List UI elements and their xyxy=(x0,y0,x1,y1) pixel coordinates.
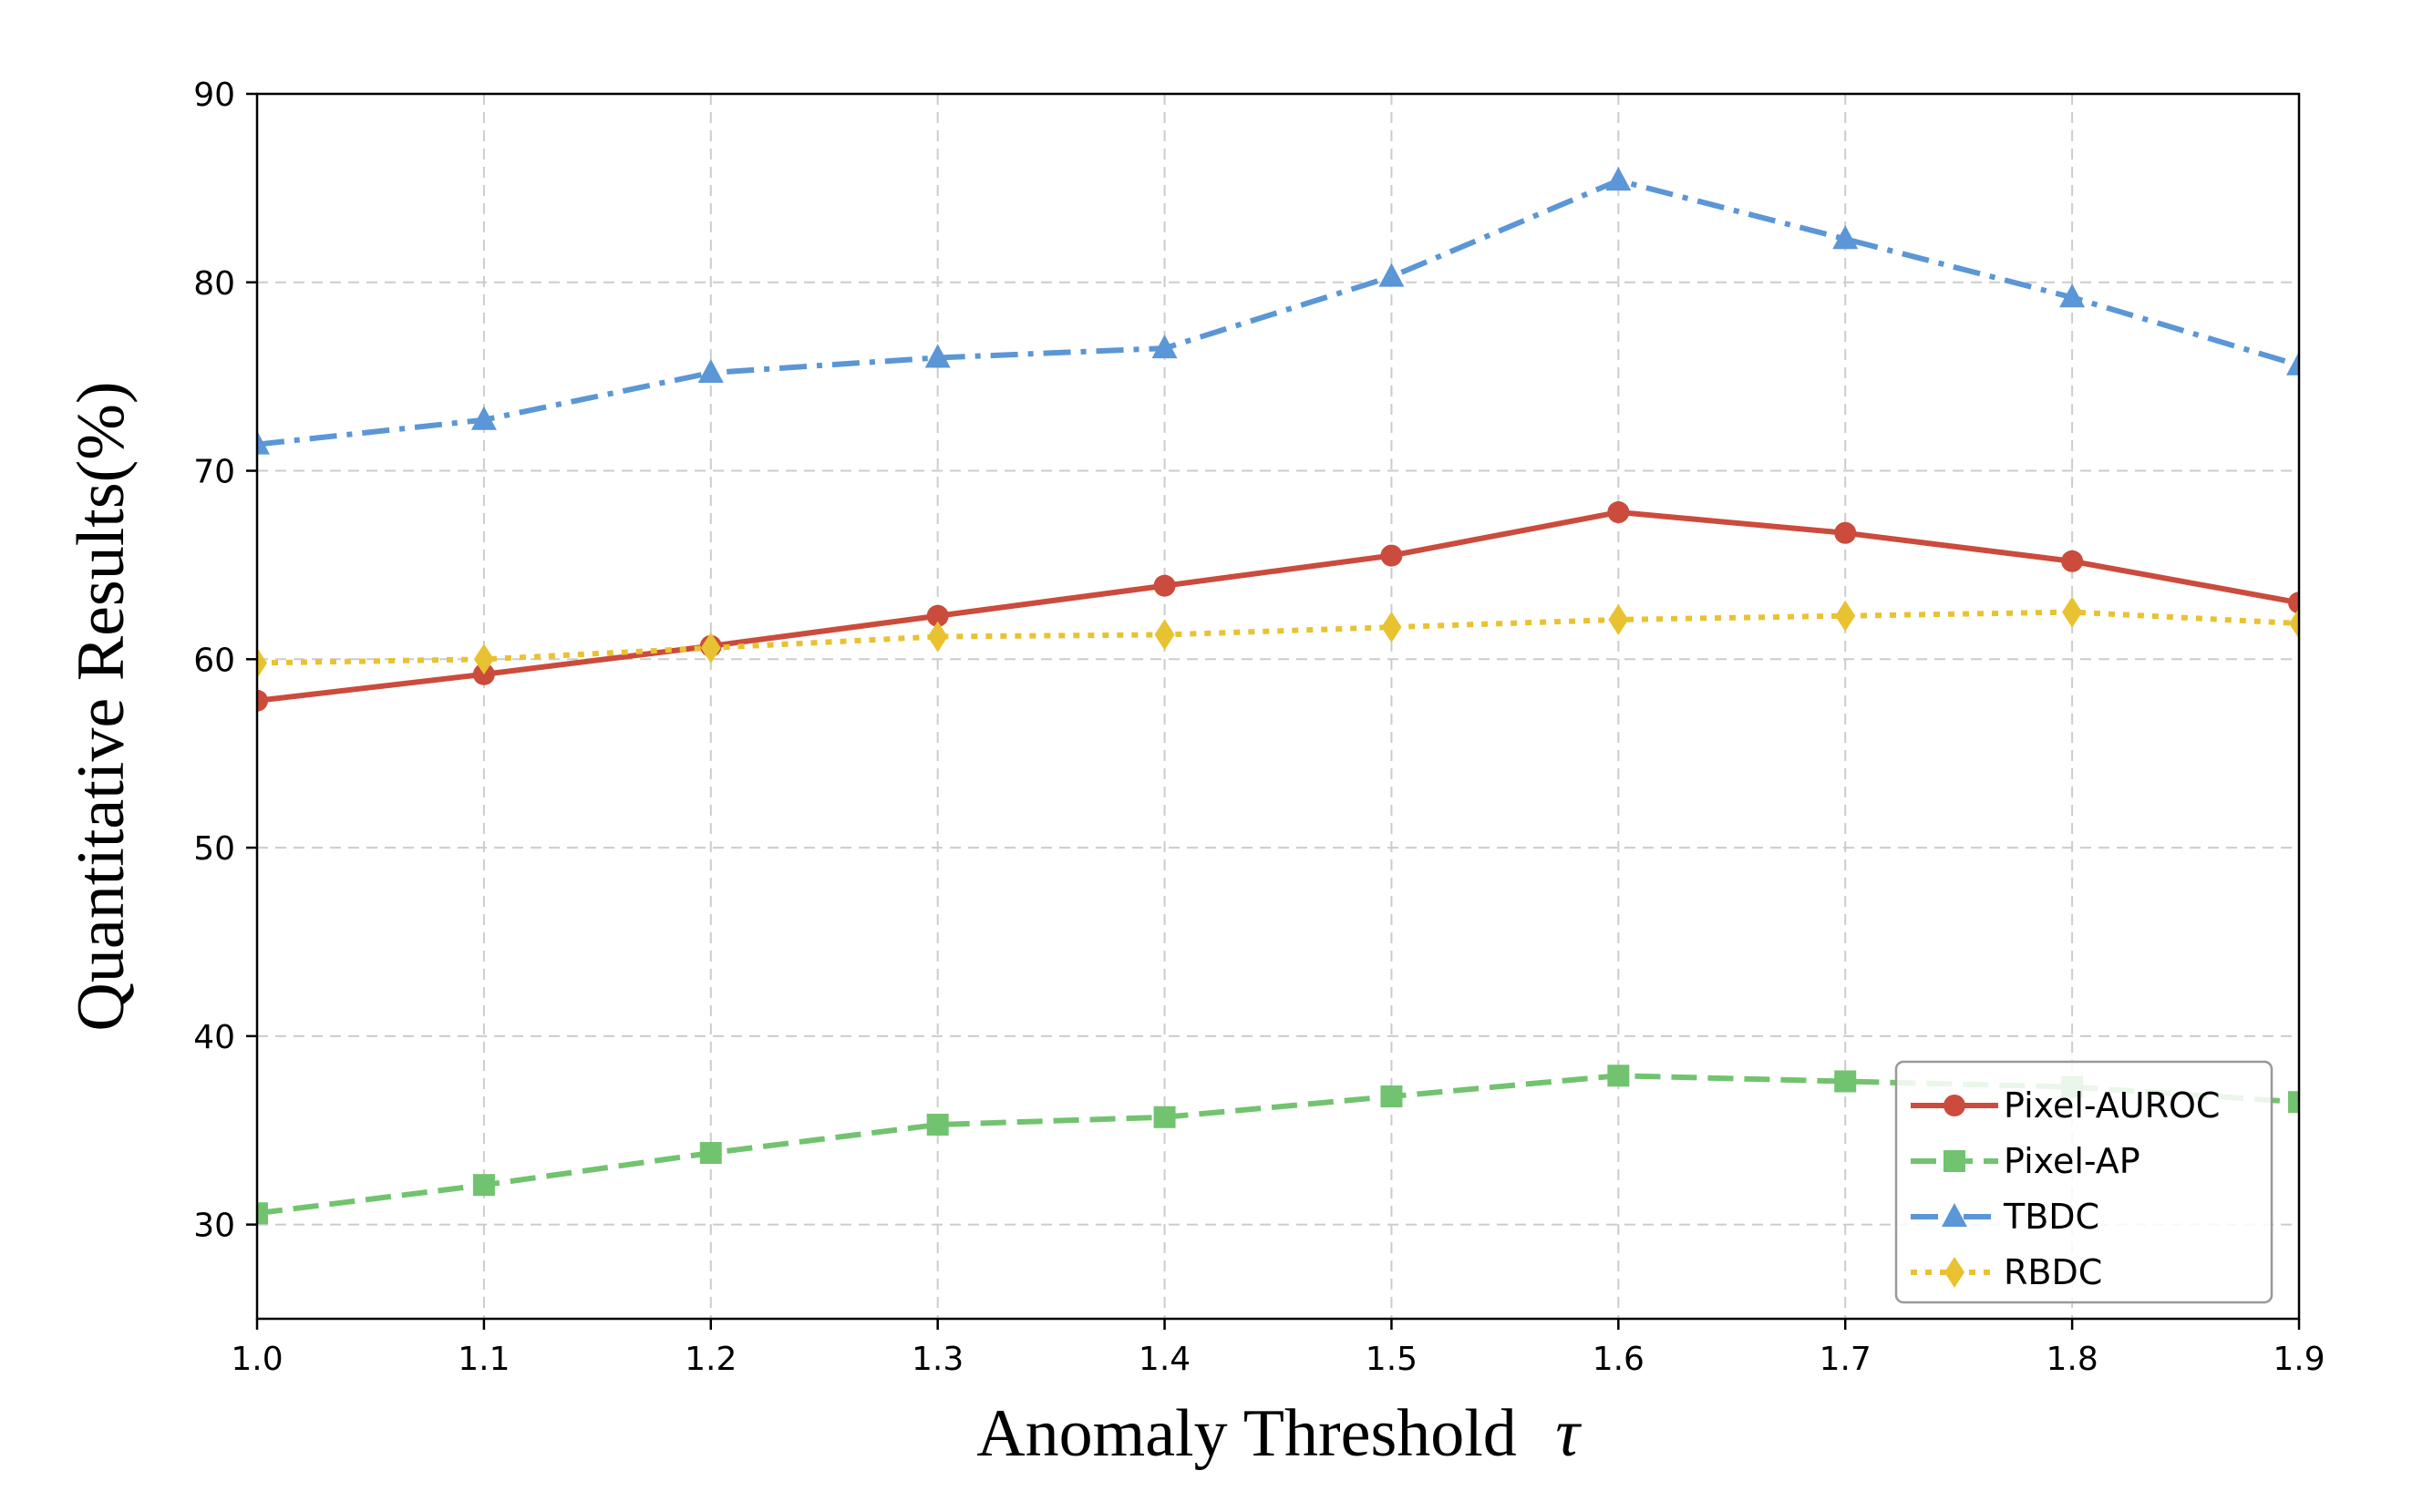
x-tick-label: 1.9 xyxy=(2273,1341,2325,1378)
data-point xyxy=(1151,334,1178,359)
legend-box xyxy=(1894,1060,2273,1304)
legend-label: TBDC xyxy=(2003,1197,2099,1237)
legend-marker xyxy=(1942,1203,1967,1227)
data-point xyxy=(257,689,268,712)
data-point xyxy=(257,1202,268,1225)
data-point xyxy=(924,344,951,368)
x-tick-label: 1.3 xyxy=(912,1341,964,1378)
data-point xyxy=(1834,521,1857,544)
legend-label: Pixel-AP xyxy=(2004,1141,2140,1181)
grid-layer xyxy=(256,93,2300,1319)
data-point xyxy=(1153,574,1176,597)
series-layer xyxy=(257,167,2299,1225)
data-point xyxy=(2288,1091,2299,1114)
x-tick-label: 1.4 xyxy=(1139,1341,1191,1378)
y-tick-label: 80 xyxy=(193,265,235,303)
x-tick-label: 1.1 xyxy=(458,1341,510,1378)
legend-item: RBDC xyxy=(1911,1252,2102,1292)
x-axis-title: Anomaly Threshold τ xyxy=(976,1396,1582,1471)
data-point xyxy=(1154,619,1175,651)
series-tbdc xyxy=(257,167,2299,455)
data-point xyxy=(257,430,270,455)
y-tick-label: 60 xyxy=(193,642,235,679)
series-pixel-ap xyxy=(257,1065,2299,1225)
data-point xyxy=(2286,351,2299,375)
x-tick-label: 1.7 xyxy=(1820,1341,1871,1378)
data-point xyxy=(473,643,494,675)
data-point xyxy=(699,1142,722,1165)
data-point xyxy=(700,632,721,663)
data-point xyxy=(1381,612,1402,643)
data-point xyxy=(257,647,267,679)
legend-label: RBDC xyxy=(2004,1252,2102,1292)
legend-item: Pixel-AP xyxy=(1911,1141,2140,1181)
series-line xyxy=(257,178,2299,447)
data-point xyxy=(472,1174,495,1197)
data-point xyxy=(927,621,948,653)
series-pixel-auroc xyxy=(257,501,2299,712)
series-line xyxy=(257,1073,2299,1217)
data-point xyxy=(1380,1085,1403,1108)
y-tick-label: 40 xyxy=(193,1019,235,1056)
data-point xyxy=(1834,1070,1857,1093)
data-point xyxy=(697,359,724,384)
legend-marker xyxy=(1944,1095,1965,1116)
plot-frame xyxy=(255,92,2301,1321)
data-point xyxy=(1605,167,1632,191)
x-tick-label: 1.8 xyxy=(2046,1341,2098,1378)
series-line xyxy=(257,609,2299,666)
series-line xyxy=(257,509,2299,704)
x-axis-title-text: Anomaly Threshold xyxy=(976,1396,1517,1471)
y-tick-label: 50 xyxy=(193,830,235,868)
data-point xyxy=(1608,603,1629,635)
x-tick-label: 1.0 xyxy=(231,1341,283,1378)
legend-marker xyxy=(1944,1150,1965,1172)
x-tick-label: 1.5 xyxy=(1366,1341,1418,1378)
data-point xyxy=(470,406,497,430)
data-point xyxy=(2288,591,2299,614)
x-tick-label: 1.6 xyxy=(1593,1341,1645,1378)
data-point xyxy=(1607,1065,1630,1087)
data-point xyxy=(926,1114,949,1137)
data-point xyxy=(1378,262,1405,287)
x-tick-label: 1.2 xyxy=(685,1341,737,1378)
y-tick-label: 70 xyxy=(193,454,235,491)
legend-marker xyxy=(1944,1257,1964,1288)
data-point xyxy=(1835,600,1856,632)
data-point xyxy=(926,604,949,627)
data-point xyxy=(2062,596,2083,628)
legend-item: TBDC xyxy=(1911,1197,2099,1237)
legend-item: Pixel-AUROC xyxy=(1911,1085,2220,1126)
y-tick-label: 30 xyxy=(193,1208,235,1245)
series-rbdc xyxy=(257,596,2299,679)
data-point xyxy=(1832,225,1859,250)
data-point xyxy=(2061,550,2084,572)
y-tick-label: 90 xyxy=(193,77,235,114)
legend: Pixel-AUROC Pixel-AP TBDC RBDC xyxy=(1894,1060,2273,1304)
data-point xyxy=(1607,501,1630,524)
data-point xyxy=(2059,283,2086,308)
tick-layer: 1.0 1.1 1.2 1.3 1.4 1.5 1.6 1.7 1.8 1.9 30 40 50 60 70… xyxy=(193,77,2325,1378)
y-axis-title: Quantitative Results(%) xyxy=(64,381,139,1031)
legend-label: Pixel-AUROC xyxy=(2004,1085,2220,1126)
data-point xyxy=(1153,1106,1176,1128)
data-point xyxy=(1380,544,1403,567)
x-axis-title-symbol: τ xyxy=(1555,1396,1582,1471)
data-point xyxy=(2289,608,2299,640)
